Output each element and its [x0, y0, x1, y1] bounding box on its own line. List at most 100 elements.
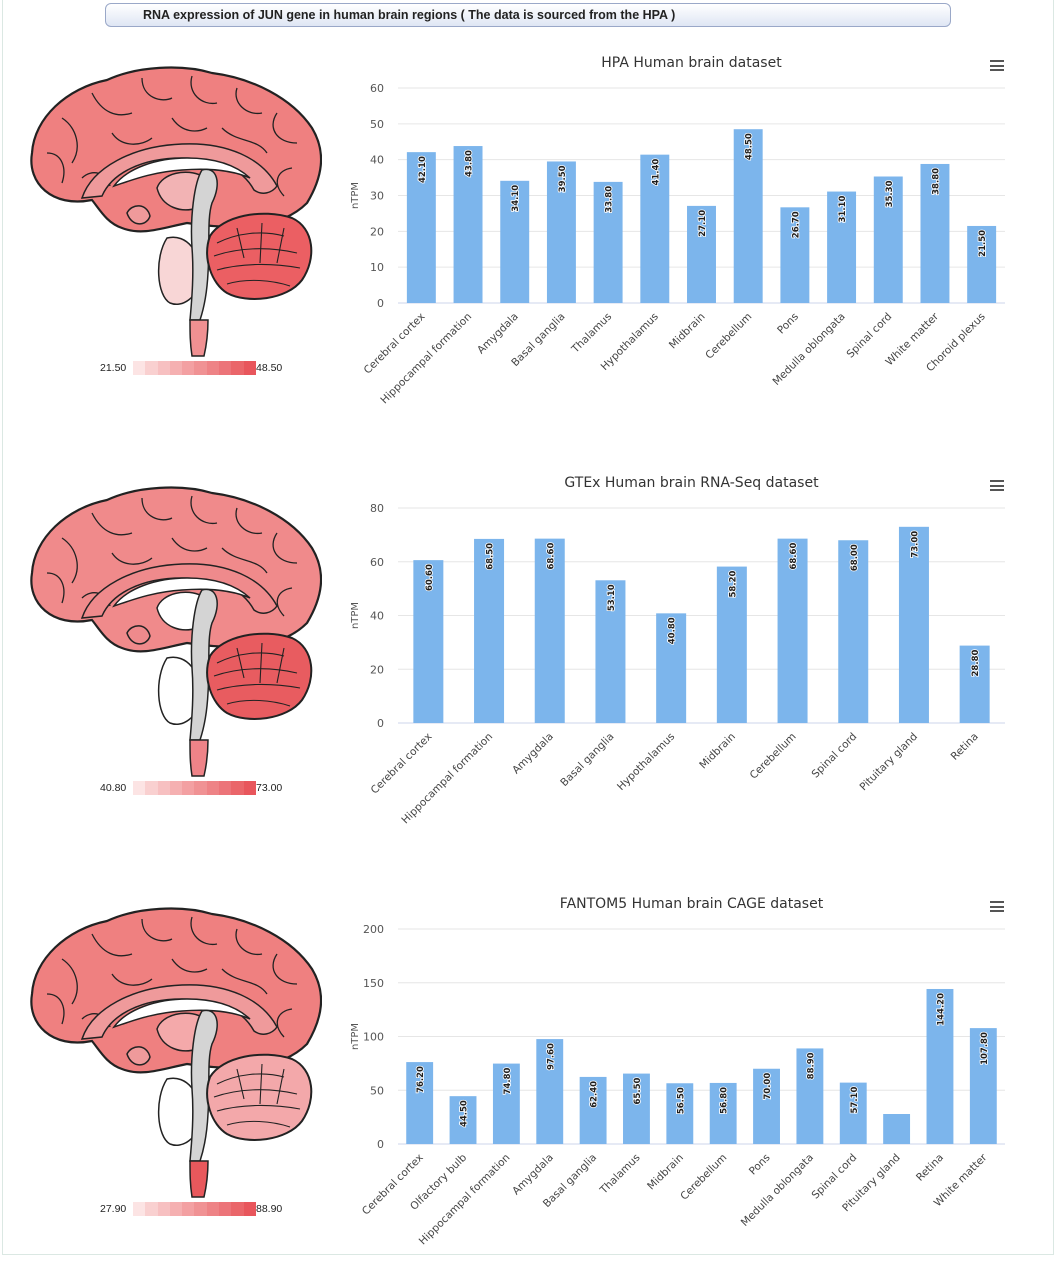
expression-legend: 40.80 73.00 [100, 776, 300, 800]
data-label: 56.80 [720, 1087, 730, 1114]
bar[interactable] [453, 146, 483, 303]
legend-swatch [194, 1202, 207, 1216]
brain-hypothalamus [126, 1046, 151, 1066]
x-tick-label: Cerebral cortex [369, 731, 435, 797]
legend-swatch [206, 781, 220, 795]
bar[interactable] [474, 538, 505, 723]
page-header: RNA expression of JUN gene in human brai… [105, 3, 951, 27]
bar[interactable] [593, 181, 623, 303]
data-label: 28.80 [971, 650, 981, 677]
bar[interactable] [733, 129, 763, 303]
data-label: 40.80 [668, 617, 678, 644]
y-tick-label: 50 [370, 118, 384, 131]
bar[interactable] [406, 1062, 434, 1144]
bar[interactable] [500, 180, 530, 303]
chart-context-menu-button[interactable] [990, 480, 1004, 492]
bar[interactable] [546, 161, 576, 303]
y-tick-label: 80 [370, 502, 384, 515]
bar[interactable] [926, 988, 954, 1144]
bar[interactable] [534, 538, 565, 723]
bar[interactable] [449, 1096, 477, 1144]
bar[interactable] [687, 205, 716, 303]
bar[interactable] [595, 580, 626, 723]
bar[interactable] [838, 540, 869, 723]
bar[interactable] [780, 207, 810, 303]
bar[interactable] [920, 163, 950, 303]
legend-swatch [145, 361, 158, 375]
brain-spinal-cord [189, 319, 209, 357]
brain-corpus-callosum [112, 998, 251, 1029]
bar[interactable] [716, 566, 747, 723]
legend-gradient [133, 1202, 256, 1216]
bar[interactable] [777, 538, 808, 723]
brain-pons [157, 236, 201, 305]
legend-swatch [133, 781, 146, 795]
bar[interactable] [579, 1076, 607, 1144]
brain-pons [157, 656, 201, 725]
hamburger-line [990, 69, 1004, 71]
y-tick-label: 20 [370, 663, 384, 676]
hamburger-line [990, 64, 1004, 67]
x-tick-label: Amygdala [475, 311, 521, 357]
bar[interactable] [839, 1082, 867, 1144]
brain-stem [189, 588, 218, 741]
x-tick-label: Hippocampal formation [417, 1152, 513, 1248]
legend-swatch [231, 1202, 244, 1216]
bar[interactable] [406, 152, 436, 303]
y-tick-label: 0 [377, 717, 384, 730]
data-label: 39.50 [558, 165, 568, 192]
brain-hypothalamus [126, 205, 151, 225]
legend-swatch [182, 1202, 195, 1216]
chart-context-menu-button[interactable] [990, 901, 1004, 913]
y-tick-label: 10 [370, 261, 384, 274]
bar[interactable] [883, 1114, 911, 1144]
legend-swatch [133, 361, 146, 375]
y-tick-label: 40 [370, 610, 384, 623]
data-label: 53.10 [607, 584, 617, 611]
data-label: 35.30 [885, 180, 895, 207]
bar[interactable] [640, 154, 670, 303]
data-label: 97.60 [546, 1043, 556, 1070]
data-label: 57.10 [850, 1087, 860, 1114]
legend-swatch [157, 781, 170, 795]
bar[interactable] [827, 191, 857, 303]
legend-swatch [243, 361, 256, 375]
x-tick-label: Pons [775, 311, 801, 337]
legend-swatch [194, 361, 207, 375]
x-tick-label: Amygdala [510, 1152, 556, 1198]
bar[interactable] [796, 1048, 824, 1144]
bar[interactable] [656, 613, 687, 723]
bar[interactable] [969, 1028, 997, 1144]
legend-swatch [231, 781, 244, 795]
legend-swatch [169, 781, 183, 795]
bar[interactable] [873, 176, 903, 303]
bar[interactable] [492, 1063, 520, 1144]
x-tick-label: Hippocampal formation [378, 311, 474, 407]
bar[interactable] [666, 1083, 694, 1144]
bar[interactable] [623, 1073, 650, 1144]
y-tick-label: 50 [370, 1084, 384, 1097]
chart-context-menu-button[interactable] [990, 60, 1004, 72]
bar[interactable] [709, 1082, 737, 1144]
legend-gradient [133, 781, 256, 795]
data-label: 70.00 [763, 1073, 773, 1100]
data-label: 60.60 [425, 564, 435, 591]
bar[interactable] [959, 645, 990, 723]
bar[interactable] [967, 225, 997, 303]
legend-swatch [182, 361, 195, 375]
data-label: 88.90 [806, 1052, 816, 1079]
bar[interactable] [536, 1039, 564, 1144]
data-label: 21.50 [978, 230, 988, 257]
x-tick-label: Cerebellum [748, 731, 799, 782]
data-label: 73.00 [910, 531, 920, 558]
x-tick-label: Pons [747, 1152, 773, 1178]
y-axis-label: nTPM [350, 182, 361, 209]
brain-corpus-callosum [112, 577, 251, 608]
bar[interactable] [753, 1068, 780, 1144]
bar[interactable] [413, 560, 444, 723]
legend-swatch [169, 1202, 183, 1216]
brain-inner-region [80, 984, 278, 1040]
x-tick-label: Midbrain [667, 311, 708, 352]
bar[interactable] [898, 526, 929, 723]
data-label: 56.50 [676, 1087, 686, 1114]
